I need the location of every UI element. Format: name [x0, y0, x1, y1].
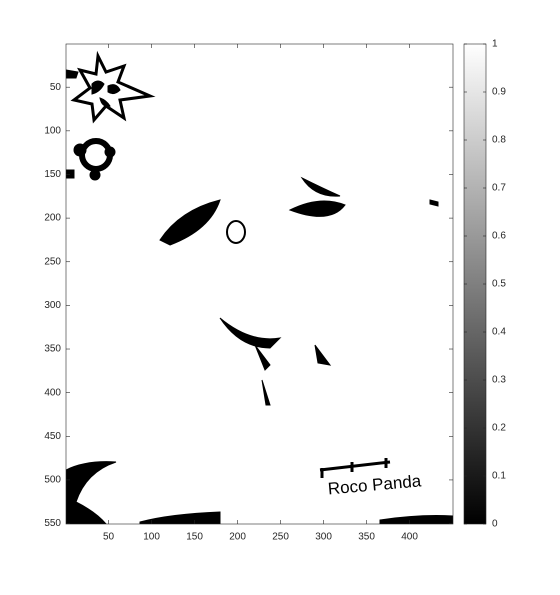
colorbar-tick-label: 0.1 — [492, 471, 506, 482]
x-tick-label: 300 — [315, 532, 332, 543]
colorbar-tick-label: 1 — [492, 39, 498, 50]
axes-box — [65, 43, 454, 525]
colorbar — [463, 43, 487, 525]
colorbar-tick-label: 0.8 — [492, 135, 506, 146]
y-tick-label: 150 — [44, 169, 61, 180]
y-tick-label: 400 — [44, 387, 61, 398]
colorbar-tick-label: 0.4 — [492, 327, 506, 338]
y-tick-label: 250 — [44, 256, 61, 267]
y-tick-label: 350 — [44, 344, 61, 355]
colorbar-tick-label: 0.7 — [492, 183, 506, 194]
colorbar-tick-label: 0.5 — [492, 279, 506, 290]
y-tick-label: 550 — [44, 518, 61, 529]
x-tick-label: 250 — [272, 532, 289, 543]
colorbar-tick-label: 0 — [492, 519, 498, 530]
colorbar-tick-label: 0.2 — [492, 423, 506, 434]
colorbar-tick-label: 0.9 — [492, 87, 506, 98]
x-tick-label: 350 — [358, 532, 375, 543]
y-tick-label: 500 — [44, 475, 61, 486]
x-tick-label: 100 — [143, 532, 160, 543]
y-tick-label: 100 — [44, 125, 61, 136]
y-tick-label: 200 — [44, 213, 61, 224]
image-area — [66, 44, 453, 524]
y-tick-label: 300 — [44, 300, 61, 311]
y-tick-label: 450 — [44, 431, 61, 442]
x-tick-label: 400 — [401, 532, 418, 543]
image-content — [66, 50, 453, 524]
x-tick-label: 50 — [103, 532, 115, 543]
x-tick-label: 150 — [186, 532, 203, 543]
x-tick-label: 200 — [229, 532, 246, 543]
y-tick-label: 50 — [50, 82, 62, 93]
colorbar-tick-label: 0.6 — [492, 231, 506, 242]
colorbar-tick-label: 0.3 — [492, 375, 506, 386]
